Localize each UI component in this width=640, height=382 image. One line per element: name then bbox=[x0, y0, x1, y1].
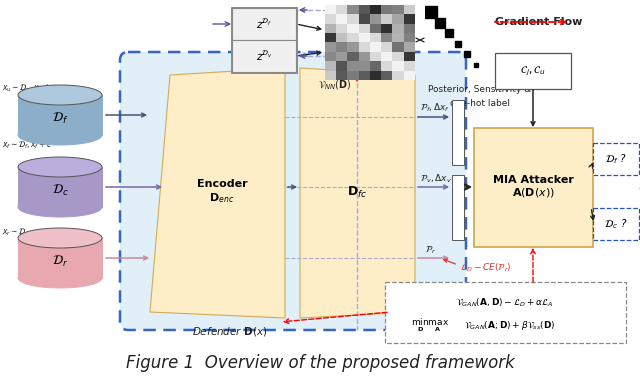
Text: $\mathcal{P}_f, \Delta x_f$: $\mathcal{P}_f, \Delta x_f$ bbox=[420, 102, 450, 114]
Text: $z^{\mathcal{D}_f}$: $z^{\mathcal{D}_f}$ bbox=[256, 18, 272, 31]
FancyBboxPatch shape bbox=[495, 53, 571, 89]
Text: $\mathcal{D}_c$: $\mathcal{D}_c$ bbox=[52, 183, 68, 197]
Polygon shape bbox=[150, 68, 285, 318]
Text: $\mathcal{D}_f$ ?: $\mathcal{D}_f$ ? bbox=[605, 152, 627, 166]
Bar bbox=[18, 238, 102, 278]
FancyBboxPatch shape bbox=[385, 282, 626, 343]
Text: one-hot label: one-hot label bbox=[450, 99, 510, 107]
Text: $\mathcal{D}_r$: $\mathcal{D}_r$ bbox=[52, 253, 68, 269]
Text: $\mathcal{V}_{GAN}(\mathbf{A},\mathbf{D}) - \mathcal{L}_D + \alpha\mathcal{L}_A$: $\mathcal{V}_{GAN}(\mathbf{A},\mathbf{D}… bbox=[456, 297, 554, 309]
Ellipse shape bbox=[18, 85, 102, 105]
FancyBboxPatch shape bbox=[232, 40, 296, 72]
Bar bbox=[452, 175, 464, 240]
Polygon shape bbox=[300, 68, 415, 318]
Text: MIA Attacker
$\mathbf{A}(\mathbf{D}(x))$: MIA Attacker $\mathbf{A}(\mathbf{D}(x))$ bbox=[493, 175, 573, 199]
Text: Gradient Flow: Gradient Flow bbox=[495, 17, 582, 27]
Ellipse shape bbox=[18, 157, 102, 177]
Bar bbox=[452, 100, 464, 165]
Ellipse shape bbox=[18, 197, 102, 217]
Bar bbox=[18, 95, 102, 135]
Text: $x_r \sim \mathcal{D}_r$: $x_r \sim \mathcal{D}_r$ bbox=[2, 226, 29, 238]
Text: Figure 1  Overview of the proposed framework: Figure 1 Overview of the proposed framew… bbox=[125, 354, 515, 372]
FancyBboxPatch shape bbox=[474, 128, 593, 247]
Text: Posterior, Sensitivity &: Posterior, Sensitivity & bbox=[428, 86, 532, 94]
Text: $\mathcal{V}_{NN}(\mathbf{D})$: $\mathcal{V}_{NN}(\mathbf{D})$ bbox=[318, 78, 351, 92]
FancyBboxPatch shape bbox=[593, 143, 639, 175]
Text: Encoder
$\mathbf{D}_{enc}$: Encoder $\mathbf{D}_{enc}$ bbox=[196, 179, 247, 205]
Text: $\mathbf{D}_{fc}$: $\mathbf{D}_{fc}$ bbox=[347, 185, 367, 199]
Ellipse shape bbox=[18, 125, 102, 145]
Text: $\mathcal{P}_r$: $\mathcal{P}_r$ bbox=[425, 244, 436, 256]
Text: Defender $\mathbf{D}(x)$: Defender $\mathbf{D}(x)$ bbox=[192, 325, 268, 338]
Text: $x_u \sim \mathcal{D}_u, x_u + c$: $x_u \sim \mathcal{D}_u, x_u + c$ bbox=[2, 82, 57, 94]
Text: $\mathcal{C}_j, \mathcal{C}_u$: $\mathcal{C}_j, \mathcal{C}_u$ bbox=[520, 64, 546, 78]
FancyBboxPatch shape bbox=[120, 52, 466, 330]
Bar bbox=[18, 167, 102, 207]
Text: $\mathcal{P}_v, \Delta x_v$: $\mathcal{P}_v, \Delta x_v$ bbox=[420, 173, 452, 185]
Text: $x_f \sim \mathcal{D}_f, x_f + \epsilon$: $x_f \sim \mathcal{D}_f, x_f + \epsilon$ bbox=[2, 139, 52, 151]
Text: $\underset{\mathbf{D}}{\min}\underset{\mathbf{A}}{\max}$: $\underset{\mathbf{D}}{\min}\underset{\m… bbox=[411, 316, 449, 334]
FancyBboxPatch shape bbox=[232, 8, 296, 40]
Text: $\mathcal{L}_D - CE(\mathcal{P}_r)$: $\mathcal{L}_D - CE(\mathcal{P}_r)$ bbox=[460, 262, 511, 274]
Text: $\mathcal{D}_c$ ?: $\mathcal{D}_c$ ? bbox=[604, 217, 628, 231]
Ellipse shape bbox=[18, 268, 102, 288]
Text: $\mathcal{D}_f$: $\mathcal{D}_f$ bbox=[52, 110, 68, 126]
Text: $\mathcal{L}_A$: $\mathcal{L}_A$ bbox=[638, 181, 640, 193]
Text: $\mathcal{V}_{GAN}(\mathbf{A};\mathbf{D}) + \beta\mathcal{V}_{ss}(\mathbf{D})$: $\mathcal{V}_{GAN}(\mathbf{A};\mathbf{D}… bbox=[464, 319, 556, 332]
Ellipse shape bbox=[18, 228, 102, 248]
Text: $z^{\mathcal{D}_v}$: $z^{\mathcal{D}_v}$ bbox=[255, 49, 273, 63]
FancyBboxPatch shape bbox=[593, 208, 639, 240]
